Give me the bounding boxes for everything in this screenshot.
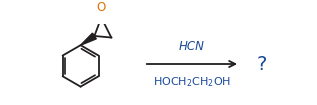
Text: HOCH$_2$CH$_2$OH: HOCH$_2$CH$_2$OH (153, 76, 231, 89)
Text: ?: ? (257, 54, 267, 74)
Text: HCN: HCN (179, 40, 205, 53)
Polygon shape (81, 33, 96, 45)
Text: O: O (97, 1, 106, 14)
